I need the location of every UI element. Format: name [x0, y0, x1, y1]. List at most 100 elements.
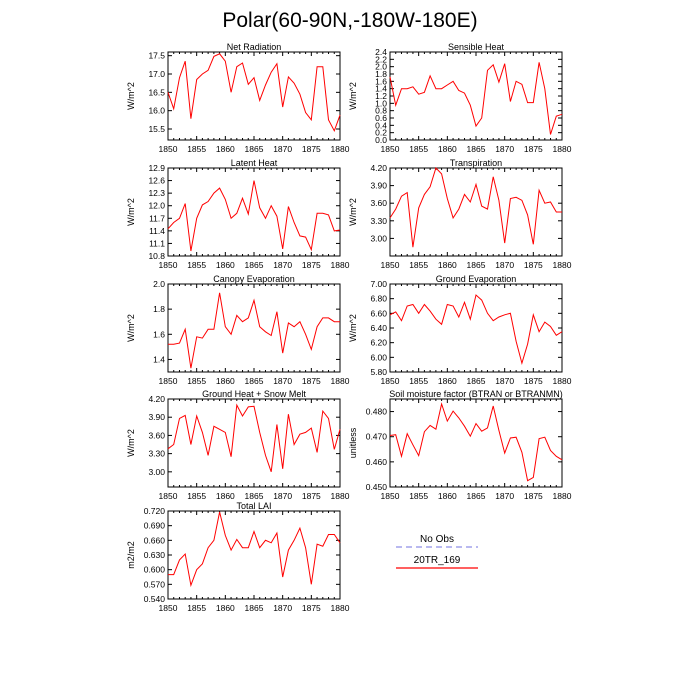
y-tick-label: 6.40: [370, 323, 387, 333]
chart-panel: Total LAI m2/m2 1850 1855 1860 1865 1870 1875 18…: [126, 501, 350, 613]
x-tick-label: 1875: [302, 144, 321, 154]
x-tick-label: 1870: [495, 260, 514, 270]
x-tick-label: 1875: [524, 144, 543, 154]
x-tick-label: 1880: [553, 260, 572, 270]
y-axis-label: W/m^2: [126, 314, 136, 342]
panel-title: Soil moisture factor (BTRAN or BTRANMN): [389, 389, 563, 399]
y-tick-label: 1.6: [153, 329, 165, 339]
chart-panel: Transpiration W/m^2 1850 1855 1860 1865 1870 18…: [348, 158, 572, 270]
y-tick-label: 11.4: [149, 226, 165, 236]
y-tick-label: 3.90: [148, 412, 165, 422]
chart-legend: No Obs 20TR_169: [396, 534, 478, 569]
y-tick-label: 0.480: [366, 407, 388, 417]
x-tick-label: 1855: [187, 260, 206, 270]
x-tick-label: 1855: [409, 376, 428, 386]
figure-title: Polar(60-90N,-180W-180E): [222, 9, 478, 32]
y-tick-label: 0.450: [366, 482, 388, 492]
y-tick-label: 3.60: [370, 198, 387, 208]
x-tick-label: 1865: [245, 260, 264, 270]
y-tick-label: 3.00: [370, 233, 387, 243]
x-tick-label: 1860: [216, 376, 235, 386]
x-tick-label: 1850: [159, 376, 178, 386]
y-tick-label: 5.80: [370, 367, 387, 377]
y-tick-label: 3.90: [370, 181, 387, 191]
x-tick-label: 1870: [495, 144, 514, 154]
y-axis-label: W/m^2: [348, 314, 358, 342]
chart-panel: Net Radiation W/m^2 1850 1855 1860 1865 1870 18…: [126, 42, 350, 154]
x-tick-label: 1870: [495, 491, 514, 501]
y-tick-label: 12.0: [148, 201, 165, 211]
x-tick-label: 1870: [273, 603, 292, 613]
legend-obs-label: No Obs: [420, 534, 454, 545]
y-tick-label: 1.0: [375, 98, 387, 108]
x-tick-label: 1875: [524, 376, 543, 386]
y-tick-label: 6.60: [370, 308, 387, 318]
y-axis-label: W/m^2: [126, 82, 136, 110]
x-tick-label: 1860: [438, 260, 457, 270]
y-tick-label: 12.6: [148, 176, 165, 186]
y-tick-label: 0.4: [375, 120, 387, 130]
series-line: [389, 167, 562, 248]
x-tick-label: 1850: [159, 603, 178, 613]
y-tick-label: 15.5: [148, 124, 165, 134]
series-line: [167, 53, 341, 133]
x-tick-label: 1870: [273, 260, 292, 270]
plot-frame: [389, 398, 563, 488]
series-line: [389, 62, 563, 135]
y-tick-label: 2.2: [375, 54, 387, 64]
x-tick-label: 1880: [553, 376, 572, 386]
x-tick-label: 1865: [467, 260, 486, 270]
x-tick-label: 1855: [187, 376, 206, 386]
y-tick-label: 12.9: [148, 163, 165, 173]
panel-title: Latent Heat: [231, 158, 278, 168]
x-tick-label: 1860: [438, 491, 457, 501]
x-tick-label: 1880: [553, 144, 572, 154]
y-tick-label: 1.6: [375, 76, 387, 86]
panel-title: Canopy Evaporation: [213, 274, 295, 284]
chart-panel: Sensible Heat W/m^2 1850 1855 1860 1865 1870 18…: [348, 42, 572, 154]
chart-panel: Canopy Evaporation W/m^2 1850 1855 1860 1865 1…: [126, 274, 350, 386]
y-tick-label: 4.20: [370, 163, 387, 173]
y-tick-label: 11.1: [149, 238, 165, 248]
series-line: [167, 180, 341, 252]
y-tick-label: 0.690: [144, 521, 166, 531]
x-tick-label: 1860: [216, 260, 235, 270]
x-tick-label: 1875: [302, 491, 321, 501]
x-tick-label: 1865: [467, 144, 486, 154]
x-tick-label: 1855: [409, 260, 428, 270]
y-tick-label: 2.4: [375, 47, 387, 57]
x-tick-label: 1875: [524, 260, 543, 270]
panel-title: Net Radiation: [227, 42, 282, 52]
y-tick-label: 12.3: [148, 188, 165, 198]
x-tick-label: 1880: [553, 491, 572, 501]
x-tick-label: 1875: [302, 260, 321, 270]
x-tick-label: 1850: [381, 376, 400, 386]
x-tick-label: 1870: [273, 491, 292, 501]
y-tick-label: 10.8: [148, 251, 165, 261]
y-tick-label: 0.600: [144, 565, 166, 575]
y-tick-label: 0.570: [144, 579, 166, 589]
plot-frame: [167, 398, 341, 488]
x-tick-label: 1865: [467, 376, 486, 386]
x-tick-label: 1855: [187, 144, 206, 154]
x-tick-label: 1855: [409, 491, 428, 501]
y-tick-label: 1.2: [375, 91, 387, 101]
y-tick-label: 1.4: [153, 354, 165, 364]
x-tick-label: 1865: [467, 491, 486, 501]
x-tick-label: 1850: [159, 144, 178, 154]
y-tick-label: 17.5: [148, 51, 165, 61]
x-tick-label: 1865: [245, 603, 264, 613]
y-tick-label: 3.00: [148, 467, 165, 477]
y-tick-label: 1.4: [375, 84, 387, 94]
panel-title: Ground Heat + Snow Melt: [202, 389, 306, 399]
y-tick-label: 16.0: [148, 106, 165, 116]
x-tick-label: 1865: [245, 376, 264, 386]
y-tick-label: 0.460: [366, 457, 388, 467]
x-tick-label: 1870: [273, 144, 292, 154]
x-tick-label: 1855: [187, 491, 206, 501]
y-tick-label: 2.0: [153, 279, 165, 289]
x-tick-label: 1850: [381, 144, 400, 154]
y-tick-label: 0.0: [375, 135, 387, 145]
y-tick-label: 1.8: [153, 304, 165, 314]
